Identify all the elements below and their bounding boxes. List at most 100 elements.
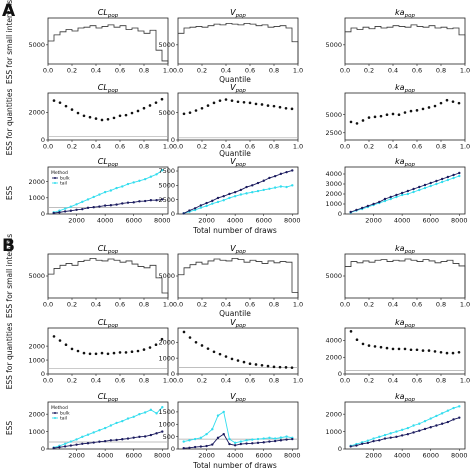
scatter-point	[457, 101, 461, 105]
scatter-point	[160, 97, 164, 101]
series-point-bulk	[193, 445, 197, 449]
series-point-bulk	[383, 437, 387, 440]
series-point-tail	[155, 173, 158, 176]
series-point-bulk	[138, 435, 141, 439]
series-point-bulk	[233, 444, 237, 447]
series-point-tail	[233, 441, 237, 445]
scatter-point	[349, 330, 353, 333]
x-tick-label: 0.2	[364, 67, 374, 75]
scatter-point	[200, 344, 204, 347]
series-point-tail	[216, 414, 220, 417]
scatter-point	[148, 104, 152, 107]
chart-a-r1-c2: kapop 2500 5000 0.0 0.2 0.4 0.6 0.8 1.0	[325, 83, 470, 151]
x-tick-label: 0.4	[91, 377, 101, 385]
scatter-point	[230, 357, 234, 361]
scatter-point	[182, 330, 186, 334]
series-point-bulk	[86, 206, 90, 210]
y-tick-label: 1000	[158, 354, 175, 362]
section-label-a: A	[2, 1, 16, 21]
series-point-tail	[383, 199, 387, 203]
plot-title: kapop	[395, 244, 415, 255]
x-tick-label: 0.4	[91, 301, 101, 309]
x-tick-label: 8000	[451, 217, 468, 225]
y-tick-label: 0	[41, 136, 45, 144]
scatter-point	[124, 351, 128, 354]
scatter-point	[457, 350, 461, 354]
scatter-point	[218, 99, 222, 102]
x-tick-label: 0.8	[269, 377, 279, 385]
series-point-bulk	[395, 435, 398, 439]
series-point-tail	[256, 189, 260, 193]
scatter-point	[451, 100, 455, 103]
scatter-point	[391, 112, 395, 116]
plot-title: CLpop	[98, 392, 119, 403]
plot-frame	[177, 17, 299, 65]
series-point-bulk	[406, 433, 410, 436]
y-tick-label: 2000	[28, 342, 45, 350]
step-line	[48, 24, 169, 64]
plot-frame	[47, 401, 169, 450]
x-tick-label: 4000	[394, 452, 411, 460]
series-point-bulk	[418, 429, 421, 432]
series-point-tail	[262, 188, 265, 192]
y-tick-label: 500	[163, 433, 175, 441]
series-point-tail	[69, 205, 73, 208]
scatter-point	[451, 351, 455, 355]
series-point-tail	[228, 437, 231, 441]
series-point-bulk	[58, 446, 61, 449]
series-point-bulk	[188, 446, 191, 449]
series-point-bulk	[366, 441, 370, 445]
series-point-bulk	[103, 439, 107, 443]
scatter-point	[421, 107, 425, 111]
legend-label-tail: tail	[60, 181, 67, 187]
plot-title: CLpop	[98, 318, 119, 329]
scatter-point	[88, 352, 92, 356]
x-tick-label: 0.8	[139, 143, 149, 151]
series-point-bulk	[58, 211, 61, 214]
scatter-point	[385, 346, 389, 350]
series-point-bulk	[193, 207, 197, 210]
y-tick-label: 1000	[28, 356, 45, 364]
series-point-tail	[193, 437, 197, 441]
y-tick-label: 2500	[158, 196, 175, 204]
scatter-point	[427, 349, 431, 352]
plot-title: CLpop	[98, 157, 119, 168]
y-tick-label: 1000	[28, 194, 45, 202]
x-tick-label: 6000	[255, 217, 272, 225]
series-point-bulk	[205, 444, 208, 448]
series-point-tail	[366, 439, 370, 442]
series-point-bulk	[400, 191, 404, 195]
x-tick-label: 0.6	[115, 143, 125, 151]
x-tick-label: 0.6	[412, 377, 422, 385]
series-point-tail	[400, 193, 404, 197]
y-tick-label: 2000	[28, 109, 45, 117]
scatter-point	[445, 351, 449, 355]
series-point-bulk	[412, 431, 415, 434]
plot-frame	[177, 92, 299, 141]
scatter-point	[373, 115, 377, 119]
scatter-point	[397, 347, 401, 351]
series-point-bulk	[92, 441, 95, 444]
series-point-tail	[63, 442, 67, 445]
series-point-bulk	[245, 185, 248, 189]
scatter-point	[118, 114, 122, 118]
plot-frame	[177, 401, 299, 450]
scatter-point	[136, 109, 140, 113]
y-tick-label: 5000	[325, 272, 342, 280]
series-point-bulk	[216, 436, 220, 440]
series-point-bulk	[395, 193, 398, 197]
step-line	[48, 258, 169, 298]
plot-title: CLpop	[98, 244, 119, 255]
legend-label-bulk: bulk	[60, 176, 70, 182]
scatter-point	[248, 101, 252, 105]
series-point-bulk	[355, 444, 358, 447]
y-tick-label: 1000	[325, 428, 342, 436]
x-tick-label: 6000	[125, 217, 142, 225]
series-point-tail	[69, 440, 73, 443]
series-point-tail	[92, 431, 95, 434]
series-point-tail	[245, 192, 248, 195]
legend-marker-bulk	[54, 412, 56, 414]
scatter-point	[361, 342, 365, 346]
series-point-bulk	[211, 443, 214, 446]
x-tick-label: 0.4	[91, 67, 101, 75]
